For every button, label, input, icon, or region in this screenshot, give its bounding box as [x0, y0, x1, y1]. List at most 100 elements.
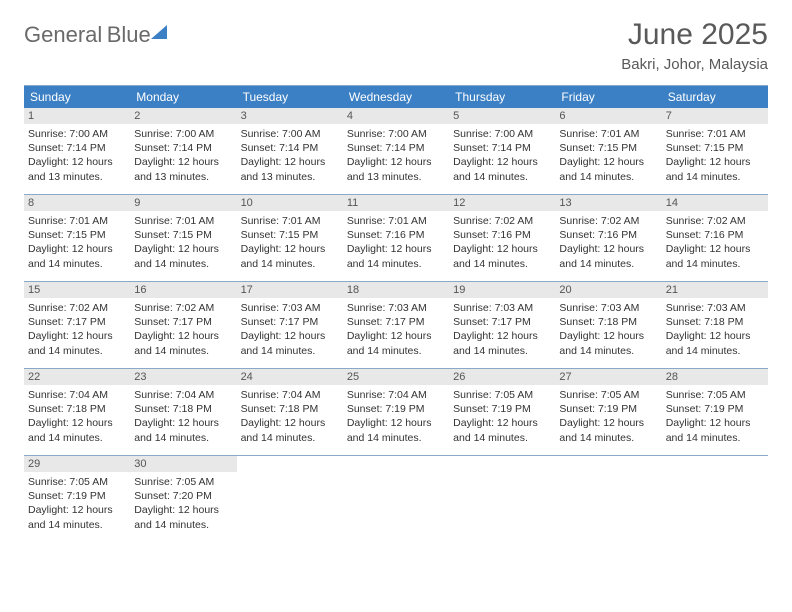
header: General Blue June 2025 Bakri, Johor, Mal… — [24, 18, 768, 73]
day-number: 28 — [662, 369, 768, 385]
day-number: 13 — [555, 195, 661, 211]
day-details: Sunrise: 7:05 AMSunset: 7:19 PMDaylight:… — [28, 475, 126, 532]
day-number: 18 — [343, 282, 449, 298]
day-cell: 2Sunrise: 7:00 AMSunset: 7:14 PMDaylight… — [130, 108, 236, 194]
day-cell: 23Sunrise: 7:04 AMSunset: 7:18 PMDayligh… — [130, 369, 236, 455]
weekday-header-cell: Saturday — [662, 86, 768, 108]
day-details: Sunrise: 7:03 AMSunset: 7:17 PMDaylight:… — [241, 301, 339, 358]
day-number: 2 — [130, 108, 236, 124]
day-details: Sunrise: 7:01 AMSunset: 7:15 PMDaylight:… — [666, 127, 764, 184]
day-cell: 30 Sunrise: 7:05 AMSunset: 7:20 PMDayligh… — [130, 456, 236, 542]
day-cell: 14 Sunrise: 7:02 AMSunset: 7:16 PMDayligh… — [662, 195, 768, 281]
day-cell: 3 Sunrise: 7:00 AMSunset: 7:14 PMDaylight… — [237, 108, 343, 194]
day-details: Sunrise: 7:02 AMSunset: 7:16 PMDaylight:… — [666, 214, 764, 271]
day-number: 3 — [237, 108, 343, 124]
day-cell: 26Sunrise: 7:05 AMSunset: 7:19 PMDayligh… — [449, 369, 555, 455]
day-cell: 19Sunrise: 7:03 AMSunset: 7:17 PMDayligh… — [449, 282, 555, 368]
day-cell: 6 Sunrise: 7:01 AMSunset: 7:15 PMDaylight… — [555, 108, 661, 194]
day-cell: 28 Sunrise: 7:05 AMSunset: 7:19 PMDayligh… — [662, 369, 768, 455]
day-details: Sunrise: 7:01 AMSunset: 7:15 PMDaylight:… — [559, 127, 657, 184]
day-number: 8 — [24, 195, 130, 211]
week-row: 8Sunrise: 7:01 AMSunset: 7:15 PMDaylight… — [24, 195, 768, 282]
day-details: Sunrise: 7:04 AMSunset: 7:19 PMDaylight:… — [347, 388, 445, 445]
day-number: 25 — [343, 369, 449, 385]
logo-word-general: General — [24, 22, 102, 47]
day-details: Sunrise: 7:02 AMSunset: 7:16 PMDaylight:… — [559, 214, 657, 271]
logo-text-block: General Blue — [24, 24, 151, 47]
day-cell: 29 Sunrise: 7:05 AMSunset: 7:19 PMDayligh… — [24, 456, 130, 542]
empty-day-cell — [449, 456, 555, 542]
day-details: Sunrise: 7:00 AMSunset: 7:14 PMDaylight:… — [28, 127, 126, 184]
day-number: 20 — [555, 282, 661, 298]
weekday-header-cell: Wednesday — [343, 86, 449, 108]
location-text: Bakri, Johor, Malaysia — [621, 56, 768, 73]
day-number: 11 — [343, 195, 449, 211]
weekday-header-cell: Tuesday — [237, 86, 343, 108]
day-cell: 25 Sunrise: 7:04 AMSunset: 7:19 PMDayligh… — [343, 369, 449, 455]
day-details: Sunrise: 7:00 AMSunset: 7:14 PMDaylight:… — [453, 127, 551, 184]
day-number: 24 — [237, 369, 343, 385]
day-number: 4 — [343, 108, 449, 124]
title-block: June 2025 Bakri, Johor, Malaysia — [621, 18, 768, 73]
day-number: 9 — [130, 195, 236, 211]
day-number: 23 — [130, 369, 236, 385]
day-number: 12 — [449, 195, 555, 211]
week-row: 22 Sunrise: 7:04 AMSunset: 7:18 PMDayligh… — [24, 369, 768, 456]
day-details: Sunrise: 7:03 AMSunset: 7:17 PMDaylight:… — [347, 301, 445, 358]
day-details: Sunrise: 7:00 AMSunset: 7:14 PMDaylight:… — [241, 127, 339, 184]
day-cell: 5Sunrise: 7:00 AMSunset: 7:14 PMDaylight… — [449, 108, 555, 194]
weeks-container: 1Sunrise: 7:00 AMSunset: 7:14 PMDaylight… — [24, 108, 768, 542]
day-details: Sunrise: 7:02 AMSunset: 7:17 PMDaylight:… — [134, 301, 232, 358]
day-details: Sunrise: 7:05 AMSunset: 7:19 PMDaylight:… — [666, 388, 764, 445]
day-number: 17 — [237, 282, 343, 298]
day-cell: 20 Sunrise: 7:03 AMSunset: 7:18 PMDayligh… — [555, 282, 661, 368]
day-details: Sunrise: 7:05 AMSunset: 7:20 PMDaylight:… — [134, 475, 232, 532]
logo-triangle-icon — [151, 25, 167, 39]
day-cell: 18 Sunrise: 7:03 AMSunset: 7:17 PMDayligh… — [343, 282, 449, 368]
day-cell: 27Sunrise: 7:05 AMSunset: 7:19 PMDayligh… — [555, 369, 661, 455]
day-number: 27 — [555, 369, 661, 385]
week-row: 15Sunrise: 7:02 AMSunset: 7:17 PMDayligh… — [24, 282, 768, 369]
day-details: Sunrise: 7:01 AMSunset: 7:15 PMDaylight:… — [28, 214, 126, 271]
day-details: Sunrise: 7:03 AMSunset: 7:18 PMDaylight:… — [559, 301, 657, 358]
day-details: Sunrise: 7:02 AMSunset: 7:16 PMDaylight:… — [453, 214, 551, 271]
day-details: Sunrise: 7:01 AMSunset: 7:16 PMDaylight:… — [347, 214, 445, 271]
day-number: 15 — [24, 282, 130, 298]
day-cell: 4Sunrise: 7:00 AMSunset: 7:14 PMDaylight… — [343, 108, 449, 194]
day-cell: 7 Sunrise: 7:01 AMSunset: 7:15 PMDaylight… — [662, 108, 768, 194]
empty-day-cell — [237, 456, 343, 542]
day-cell: 1Sunrise: 7:00 AMSunset: 7:14 PMDaylight… — [24, 108, 130, 194]
logo: General Blue — [24, 24, 167, 47]
empty-day-cell — [662, 456, 768, 542]
day-cell: 21Sunrise: 7:03 AMSunset: 7:18 PMDayligh… — [662, 282, 768, 368]
weekday-header-cell: Monday — [130, 86, 236, 108]
day-cell: 13 Sunrise: 7:02 AMSunset: 7:16 PMDayligh… — [555, 195, 661, 281]
day-cell: 22 Sunrise: 7:04 AMSunset: 7:18 PMDayligh… — [24, 369, 130, 455]
calendar-grid: SundayMondayTuesdayWednesdayThursdayFrid… — [24, 85, 768, 542]
day-number: 6 — [555, 108, 661, 124]
day-cell: 17 Sunrise: 7:03 AMSunset: 7:17 PMDayligh… — [237, 282, 343, 368]
day-number: 10 — [237, 195, 343, 211]
day-cell: 10 Sunrise: 7:01 AMSunset: 7:15 PMDayligh… — [237, 195, 343, 281]
day-cell: 15 Sunrise: 7:02 AMSunset: 7:17 PMDayligh… — [24, 282, 130, 368]
day-number: 19 — [449, 282, 555, 298]
day-details: Sunrise: 7:03 AMSunset: 7:18 PMDaylight:… — [666, 301, 764, 358]
day-details: Sunrise: 7:04 AMSunset: 7:18 PMDaylight:… — [241, 388, 339, 445]
week-row: 1Sunrise: 7:00 AMSunset: 7:14 PMDaylight… — [24, 108, 768, 195]
day-number: 26 — [449, 369, 555, 385]
day-details: Sunrise: 7:04 AMSunset: 7:18 PMDaylight:… — [28, 388, 126, 445]
weekday-header-cell: Friday — [555, 86, 661, 108]
day-details: Sunrise: 7:02 AMSunset: 7:17 PMDaylight:… — [28, 301, 126, 358]
day-number: 30 — [130, 456, 236, 472]
day-details: Sunrise: 7:01 AMSunset: 7:15 PMDaylight:… — [241, 214, 339, 271]
day-number: 16 — [130, 282, 236, 298]
day-number: 29 — [24, 456, 130, 472]
day-number: 14 — [662, 195, 768, 211]
day-number: 22 — [24, 369, 130, 385]
day-cell: 9 Sunrise: 7:01 AMSunset: 7:15 PMDaylight… — [130, 195, 236, 281]
day-number: 7 — [662, 108, 768, 124]
week-row: 29 Sunrise: 7:05 AMSunset: 7:19 PMDayligh… — [24, 456, 768, 542]
day-details: Sunrise: 7:01 AMSunset: 7:15 PMDaylight:… — [134, 214, 232, 271]
day-cell: 24 Sunrise: 7:04 AMSunset: 7:18 PMDayligh… — [237, 369, 343, 455]
weekday-header-row: SundayMondayTuesdayWednesdayThursdayFrid… — [24, 86, 768, 108]
